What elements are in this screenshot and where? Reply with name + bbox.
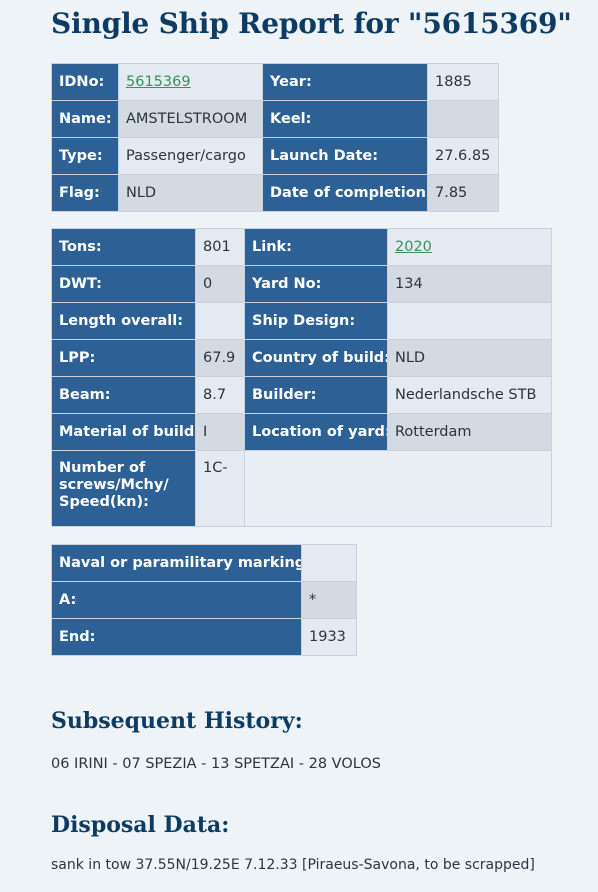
table-row: LPP: 67.9 Country of build: NLD — [51, 339, 552, 377]
country-of-build-value: NLD — [387, 339, 552, 377]
yard-no-value: 134 — [387, 265, 552, 303]
yard-no-label: Yard No: — [244, 265, 388, 303]
table-row: A: * — [51, 581, 357, 619]
type-label: Type: — [51, 137, 119, 175]
beam-label: Beam: — [51, 376, 196, 414]
beam-value: 8.7 — [195, 376, 245, 414]
material-of-build-value: I — [195, 413, 245, 451]
year-value: 1885 — [427, 63, 499, 101]
table-row: Name: AMSTELSTROOM Keel: — [51, 100, 499, 138]
flag-value: NLD — [118, 174, 263, 212]
ship-design-value — [387, 302, 552, 340]
builder-label: Builder: — [244, 376, 388, 414]
year-label: Year: — [262, 63, 428, 101]
link-label: Link: — [244, 228, 388, 266]
name-value: AMSTELSTROOM — [118, 100, 263, 138]
empty-cell — [244, 450, 552, 527]
length-overall-label: Length overall: — [51, 302, 196, 340]
name-label: Name: — [51, 100, 119, 138]
builder-value: Nederlandsche STB — [387, 376, 552, 414]
table-row: Type: Passenger/cargo Launch Date: 27.6.… — [51, 137, 499, 175]
location-of-yard-value: Rotterdam — [387, 413, 552, 451]
a-value: * — [301, 581, 357, 619]
table-row: Material of build: I Location of yard: R… — [51, 413, 552, 451]
table-row: Tons: 801 Link: 2020 — [51, 228, 552, 266]
completion-date-value: 7.85 — [427, 174, 499, 212]
table-row: DWT: 0 Yard No: 134 — [51, 265, 552, 303]
lpp-label: LPP: — [51, 339, 196, 377]
table-row: Beam: 8.7 Builder: Nederlandsche STB — [51, 376, 552, 414]
launch-date-value: 27.6.85 — [427, 137, 499, 175]
page-title: Single Ship Report for "5615369" — [51, 7, 572, 40]
completion-date-label: Date of completion: — [262, 174, 428, 212]
link-2020[interactable]: 2020 — [395, 239, 432, 255]
tons-label: Tons: — [51, 228, 196, 266]
lpp-value: 67.9 — [195, 339, 245, 377]
dwt-label: DWT: — [51, 265, 196, 303]
naval-marking-table: Naval or paramilitary marking : A: * End… — [51, 544, 357, 656]
material-of-build-label: Material of build: — [51, 413, 196, 451]
table-row: IDNo: 5615369 Year: 1885 — [51, 63, 499, 101]
screws-mchy-speed-label: Number of screws/Mchy/ Speed(kn): — [51, 450, 196, 527]
ship-identity-table: IDNo: 5615369 Year: 1885 Name: AMSTELSTR… — [51, 63, 499, 212]
end-value: 1933 — [301, 618, 357, 656]
naval-marking-label: Naval or paramilitary marking : — [51, 544, 302, 582]
type-value: Passenger/cargo — [118, 137, 263, 175]
idno-value: 5615369 — [118, 63, 263, 101]
idno-link[interactable]: 5615369 — [126, 74, 191, 90]
disposal-data-heading: Disposal Data: — [51, 812, 230, 838]
tons-value: 801 — [195, 228, 245, 266]
table-row: Flag: NLD Date of completion: 7.85 — [51, 174, 499, 212]
dwt-value: 0 — [195, 265, 245, 303]
naval-marking-value — [301, 544, 357, 582]
link-value: 2020 — [387, 228, 552, 266]
idno-label: IDNo: — [51, 63, 119, 101]
country-of-build-label: Country of build: — [244, 339, 388, 377]
length-overall-value — [195, 302, 245, 340]
table-row: Number of screws/Mchy/ Speed(kn): 1C- — [51, 450, 552, 527]
keel-value — [427, 100, 499, 138]
subsequent-history-text: 06 IRINI - 07 SPEZIA - 13 SPETZAI - 28 V… — [51, 756, 381, 772]
flag-label: Flag: — [51, 174, 119, 212]
location-of-yard-label: Location of yard: — [244, 413, 388, 451]
screws-mchy-speed-value: 1C- — [195, 450, 245, 527]
ship-design-label: Ship Design: — [244, 302, 388, 340]
table-row: End: 1933 — [51, 618, 357, 656]
table-row: Naval or paramilitary marking : — [51, 544, 357, 582]
ship-specs-table: Tons: 801 Link: 2020 DWT: 0 Yard No: 134… — [51, 228, 552, 527]
table-row: Length overall: Ship Design: — [51, 302, 552, 340]
end-label: End: — [51, 618, 302, 656]
disposal-data-text: sank in tow 37.55N/19.25E 7.12.33 [Pirae… — [51, 857, 535, 873]
a-label: A: — [51, 581, 302, 619]
launch-date-label: Launch Date: — [262, 137, 428, 175]
subsequent-history-heading: Subsequent History: — [51, 708, 303, 734]
keel-label: Keel: — [262, 100, 428, 138]
